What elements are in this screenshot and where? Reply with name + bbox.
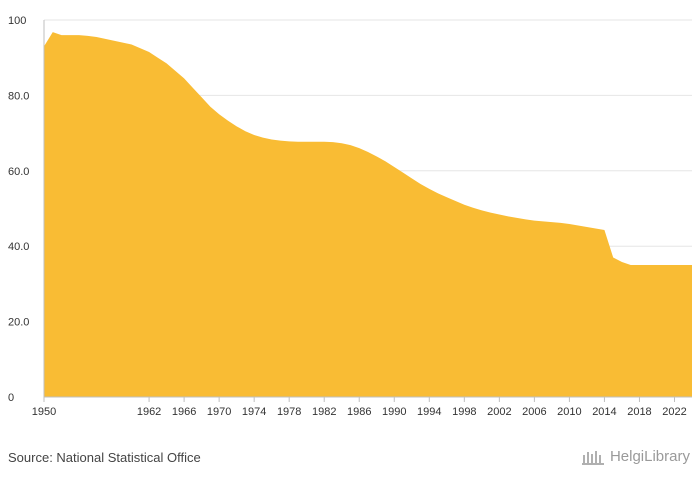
x-tick-label: 2010 — [557, 406, 581, 418]
brand-logo[interactable]: HelgiLibrary — [581, 448, 690, 465]
source-note: Source: National Statistical Office — [8, 450, 201, 465]
x-tick-label: 2006 — [522, 406, 546, 418]
x-tick-label: 2014 — [592, 406, 616, 418]
y-tick-label: 40.0 — [8, 241, 29, 253]
x-axis-ticks: 1950 1962 1966 1970 1974 1978 1982 1986 1990 1994… — [32, 397, 687, 418]
y-tick-label: 60.0 — [8, 166, 29, 178]
x-tick-label: 1950 — [32, 406, 56, 418]
x-tick-label: 2002 — [487, 406, 511, 418]
axes — [43, 20, 692, 398]
x-tick-label: 1970 — [207, 406, 231, 418]
x-tick-label: 2022 — [662, 406, 686, 418]
y-tick-label: 20.0 — [8, 317, 29, 329]
y-tick-label: 80.0 — [8, 90, 29, 102]
x-tick-label: 1998 — [452, 406, 476, 418]
x-tick-label: 1978 — [277, 406, 301, 418]
y-tick-label: 0 — [8, 392, 14, 404]
x-tick-label: 1966 — [172, 406, 196, 418]
x-tick-label: 1990 — [382, 406, 406, 418]
x-tick-label: 1986 — [347, 406, 371, 418]
y-axis-ticks: 0 20.0 40.0 60.0 80.0 100 — [8, 15, 29, 404]
library-icon — [581, 450, 604, 465]
area-series — [44, 32, 692, 398]
brand-name: HelgiLibrary — [609, 448, 690, 465]
area-series-value[interactable] — [44, 32, 692, 398]
x-tick-label: 1974 — [242, 406, 266, 418]
x-tick-label: 2018 — [627, 406, 651, 418]
x-tick-label: 1994 — [417, 406, 441, 418]
x-tick-label: 1982 — [312, 406, 336, 418]
area-chart: 0 20.0 40.0 60.0 80.0 100 1950 1962 1966 1970 197… — [8, 15, 692, 418]
x-tick-label: 1962 — [137, 406, 161, 418]
y-tick-label: 100 — [8, 15, 26, 27]
